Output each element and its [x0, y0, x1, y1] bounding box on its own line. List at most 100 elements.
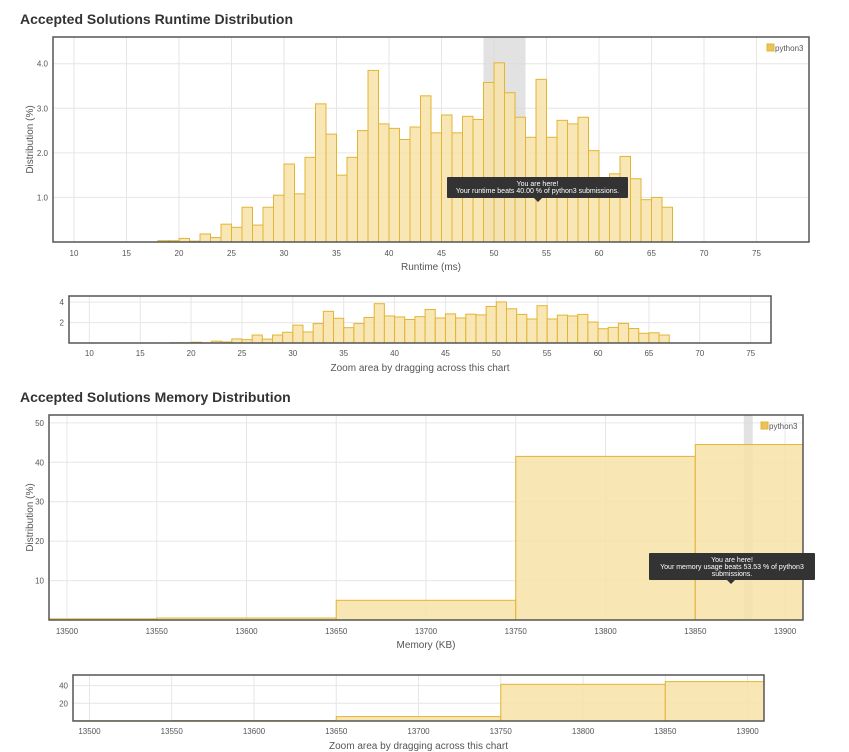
runtime_main-bar[interactable]	[262, 206, 274, 243]
runtime_zoom-bar[interactable]	[505, 308, 518, 344]
runtime_zoom-x-tick-label: 25	[238, 349, 247, 358]
memory_main-chart[interactable]: 13500 13550 13600 13650 13700 13750 13800 13850…	[25, 414, 815, 651]
runtime_main-chart[interactable]: 10 15 20 25 30 35 40 45 50 55 60 65 70 75 1.0 2.0 3.0 4.0…	[25, 36, 810, 273]
runtime_zoom-x-tick-label: 60	[594, 349, 603, 358]
runtime_zoom-chart[interactable]: 10 15 20 25 30 35 40 45 50 55 60 65 70 75 2 4 Zoom area …	[60, 295, 772, 374]
runtime_zoom-bar[interactable]	[434, 317, 446, 344]
runtime_zoom-bar[interactable]	[536, 305, 548, 344]
runtime_main-bar[interactable]	[336, 174, 348, 243]
runtime_main-bar[interactable]	[357, 130, 369, 243]
runtime_zoom-bar[interactable]	[546, 318, 558, 344]
runtime_main-x-tick-label: 40	[385, 249, 394, 258]
runtime_main-y-tick-label: 2.0	[37, 149, 49, 158]
runtime_zoom-bar[interactable]	[465, 313, 477, 344]
runtime_main-x-tick-label: 30	[280, 249, 289, 258]
runtime_zoom-x-tick-label: 35	[339, 349, 348, 358]
runtime_main-bar[interactable]	[640, 199, 652, 243]
runtime_main-bar[interactable]	[325, 133, 337, 243]
runtime_main-x-tick-label: 75	[752, 249, 761, 258]
runtime_main-bar[interactable]	[483, 81, 495, 243]
memory_zoom-x-tick-label: 13700	[407, 727, 430, 736]
runtime_main-bar[interactable]	[430, 132, 442, 243]
memory_zoom-bar[interactable]	[664, 681, 765, 722]
runtime_zoom-bar[interactable]	[455, 317, 467, 344]
runtime_main-bar[interactable]	[420, 95, 432, 243]
runtime_zoom-bar[interactable]	[597, 328, 609, 344]
runtime_zoom-bar[interactable]	[556, 314, 569, 344]
memory_zoom-bar[interactable]	[500, 683, 666, 722]
memory_zoom-chart[interactable]: 13500 13550 13600 13650 13700 13750 13800 13850…	[59, 674, 765, 752]
runtime_main-tooltip-line-1: You are here!	[517, 181, 559, 188]
runtime_main-bar[interactable]	[535, 78, 547, 243]
runtime_zoom-bar[interactable]	[638, 332, 650, 344]
runtime_zoom-bar[interactable]	[363, 316, 375, 344]
runtime_main-bar[interactable]	[252, 224, 264, 243]
memory_zoom-x-tick-label: 13850	[654, 727, 677, 736]
memory_main-tooltip-box	[649, 553, 815, 580]
runtime_zoom-bar[interactable]	[302, 331, 314, 344]
runtime_zoom-bar[interactable]	[322, 310, 335, 344]
runtime_main-bar[interactable]	[399, 139, 411, 243]
runtime_main-bar[interactable]	[283, 163, 295, 243]
runtime_main-bar[interactable]	[388, 127, 400, 243]
runtime_zoom-bar[interactable]	[516, 313, 528, 344]
runtime_zoom-bar[interactable]	[628, 327, 640, 344]
runtime_main-bar[interactable]	[367, 69, 379, 243]
runtime_main-bar[interactable]	[346, 156, 358, 243]
runtime_zoom-bar[interactable]	[424, 308, 436, 344]
memory_main-bar[interactable]	[694, 444, 804, 621]
runtime_main-bar[interactable]	[231, 226, 243, 243]
memory_main-y-axis-label: Distribution (%)	[25, 483, 36, 551]
runtime_zoom-bar[interactable]	[414, 316, 426, 344]
runtime_zoom-bar[interactable]	[658, 334, 670, 344]
memory_main-bar[interactable]	[515, 455, 696, 621]
runtime_main-bar[interactable]	[619, 155, 631, 243]
memory-section-title: Accepted Solutions Memory Distribution	[20, 389, 291, 405]
runtime_main-bar[interactable]	[504, 92, 516, 243]
runtime_main-bar[interactable]	[273, 194, 285, 243]
runtime_zoom-bar[interactable]	[607, 326, 619, 344]
runtime_zoom-bar[interactable]	[567, 315, 579, 344]
runtime_main-bar[interactable]	[409, 126, 421, 243]
memory_main-bar[interactable]	[335, 599, 517, 621]
runtime_zoom-bar[interactable]	[648, 332, 660, 344]
runtime_zoom-bar[interactable]	[251, 334, 263, 344]
memory_main-legend-label: python3	[769, 422, 798, 431]
runtime_main-bar[interactable]	[199, 233, 211, 243]
runtime_main-bar[interactable]	[378, 123, 390, 243]
runtime_zoom-bar[interactable]	[383, 315, 396, 344]
runtime_zoom-bar[interactable]	[271, 334, 284, 344]
runtime_zoom-x-tick-label: 10	[85, 349, 94, 358]
runtime_main-bar[interactable]	[241, 206, 253, 243]
runtime_main-bar[interactable]	[493, 62, 505, 243]
runtime_zoom-bar[interactable]	[292, 324, 304, 344]
runtime_zoom-bar[interactable]	[312, 323, 324, 344]
runtime_zoom-bar[interactable]	[373, 303, 385, 344]
runtime_zoom-bar[interactable]	[353, 323, 365, 344]
runtime_zoom-bar[interactable]	[343, 327, 355, 344]
runtime_main-bar[interactable]	[651, 196, 663, 243]
runtime_zoom-bar[interactable]	[404, 319, 416, 344]
runtime_zoom-bar[interactable]	[333, 317, 345, 344]
runtime_zoom-bar[interactable]	[587, 321, 599, 344]
runtime_zoom-bar[interactable]	[475, 314, 487, 344]
runtime_main-bar[interactable]	[630, 178, 642, 243]
runtime_zoom-bar[interactable]	[444, 313, 457, 344]
runtime_main-bar[interactable]	[315, 103, 327, 243]
runtime_zoom-bar[interactable]	[282, 331, 294, 344]
runtime_main-bar[interactable]	[304, 156, 316, 243]
runtime_main-bar[interactable]	[294, 193, 306, 243]
runtime_zoom-bar[interactable]	[495, 301, 507, 344]
memory_main-x-tick-label: 13700	[415, 627, 438, 636]
runtime_zoom-bar[interactable]	[485, 305, 497, 344]
runtime_zoom-bar[interactable]	[394, 316, 406, 344]
runtime_main-bar[interactable]	[661, 206, 673, 243]
runtime_main-bar[interactable]	[220, 223, 232, 243]
runtime_main-tooltip: You are here!Your runtime beats 40.00 % …	[447, 177, 628, 202]
runtime_main-x-tick-label: 15	[122, 249, 131, 258]
runtime_main-y-tick-label: 3.0	[37, 104, 49, 113]
runtime_zoom-bar[interactable]	[577, 313, 589, 344]
memory_main-tooltip-line-2: Your memory usage beats 53.53 % of pytho…	[660, 564, 804, 571]
runtime_zoom-bar[interactable]	[526, 318, 538, 344]
runtime_zoom-bar[interactable]	[617, 322, 630, 344]
